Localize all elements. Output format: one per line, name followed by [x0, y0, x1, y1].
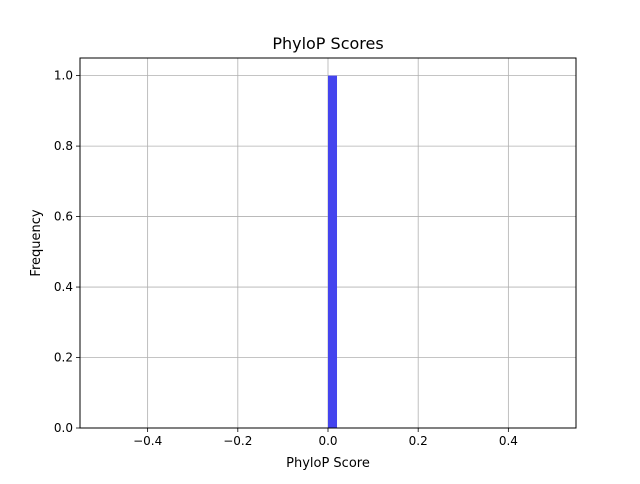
x-tick-label: 0.2	[409, 434, 428, 448]
chart-title: PhyloP Scores	[272, 34, 383, 53]
x-tick-label: −0.4	[133, 434, 162, 448]
x-tick-label: −0.2	[223, 434, 252, 448]
y-tick-label: 0.6	[54, 210, 73, 224]
y-tick-label: 0.4	[54, 280, 73, 294]
y-tick-label: 1.0	[54, 69, 73, 83]
x-tick-label: 0.0	[318, 434, 337, 448]
ticks: −0.4 −0.2 0.0 0.2 0.4 0.0 0.2 0.4 0.6 0.8 1.0	[54, 69, 518, 448]
y-tick-label: 0.2	[54, 351, 73, 365]
y-tick-label: 0.8	[54, 139, 73, 153]
x-tick-label: 0.4	[499, 434, 518, 448]
y-tick-label: 0.0	[54, 421, 73, 435]
histogram-bar	[328, 75, 338, 428]
bars	[328, 75, 338, 428]
y-axis-label: Frequency	[29, 209, 44, 276]
x-axis-label: PhyloP Score	[286, 456, 370, 471]
